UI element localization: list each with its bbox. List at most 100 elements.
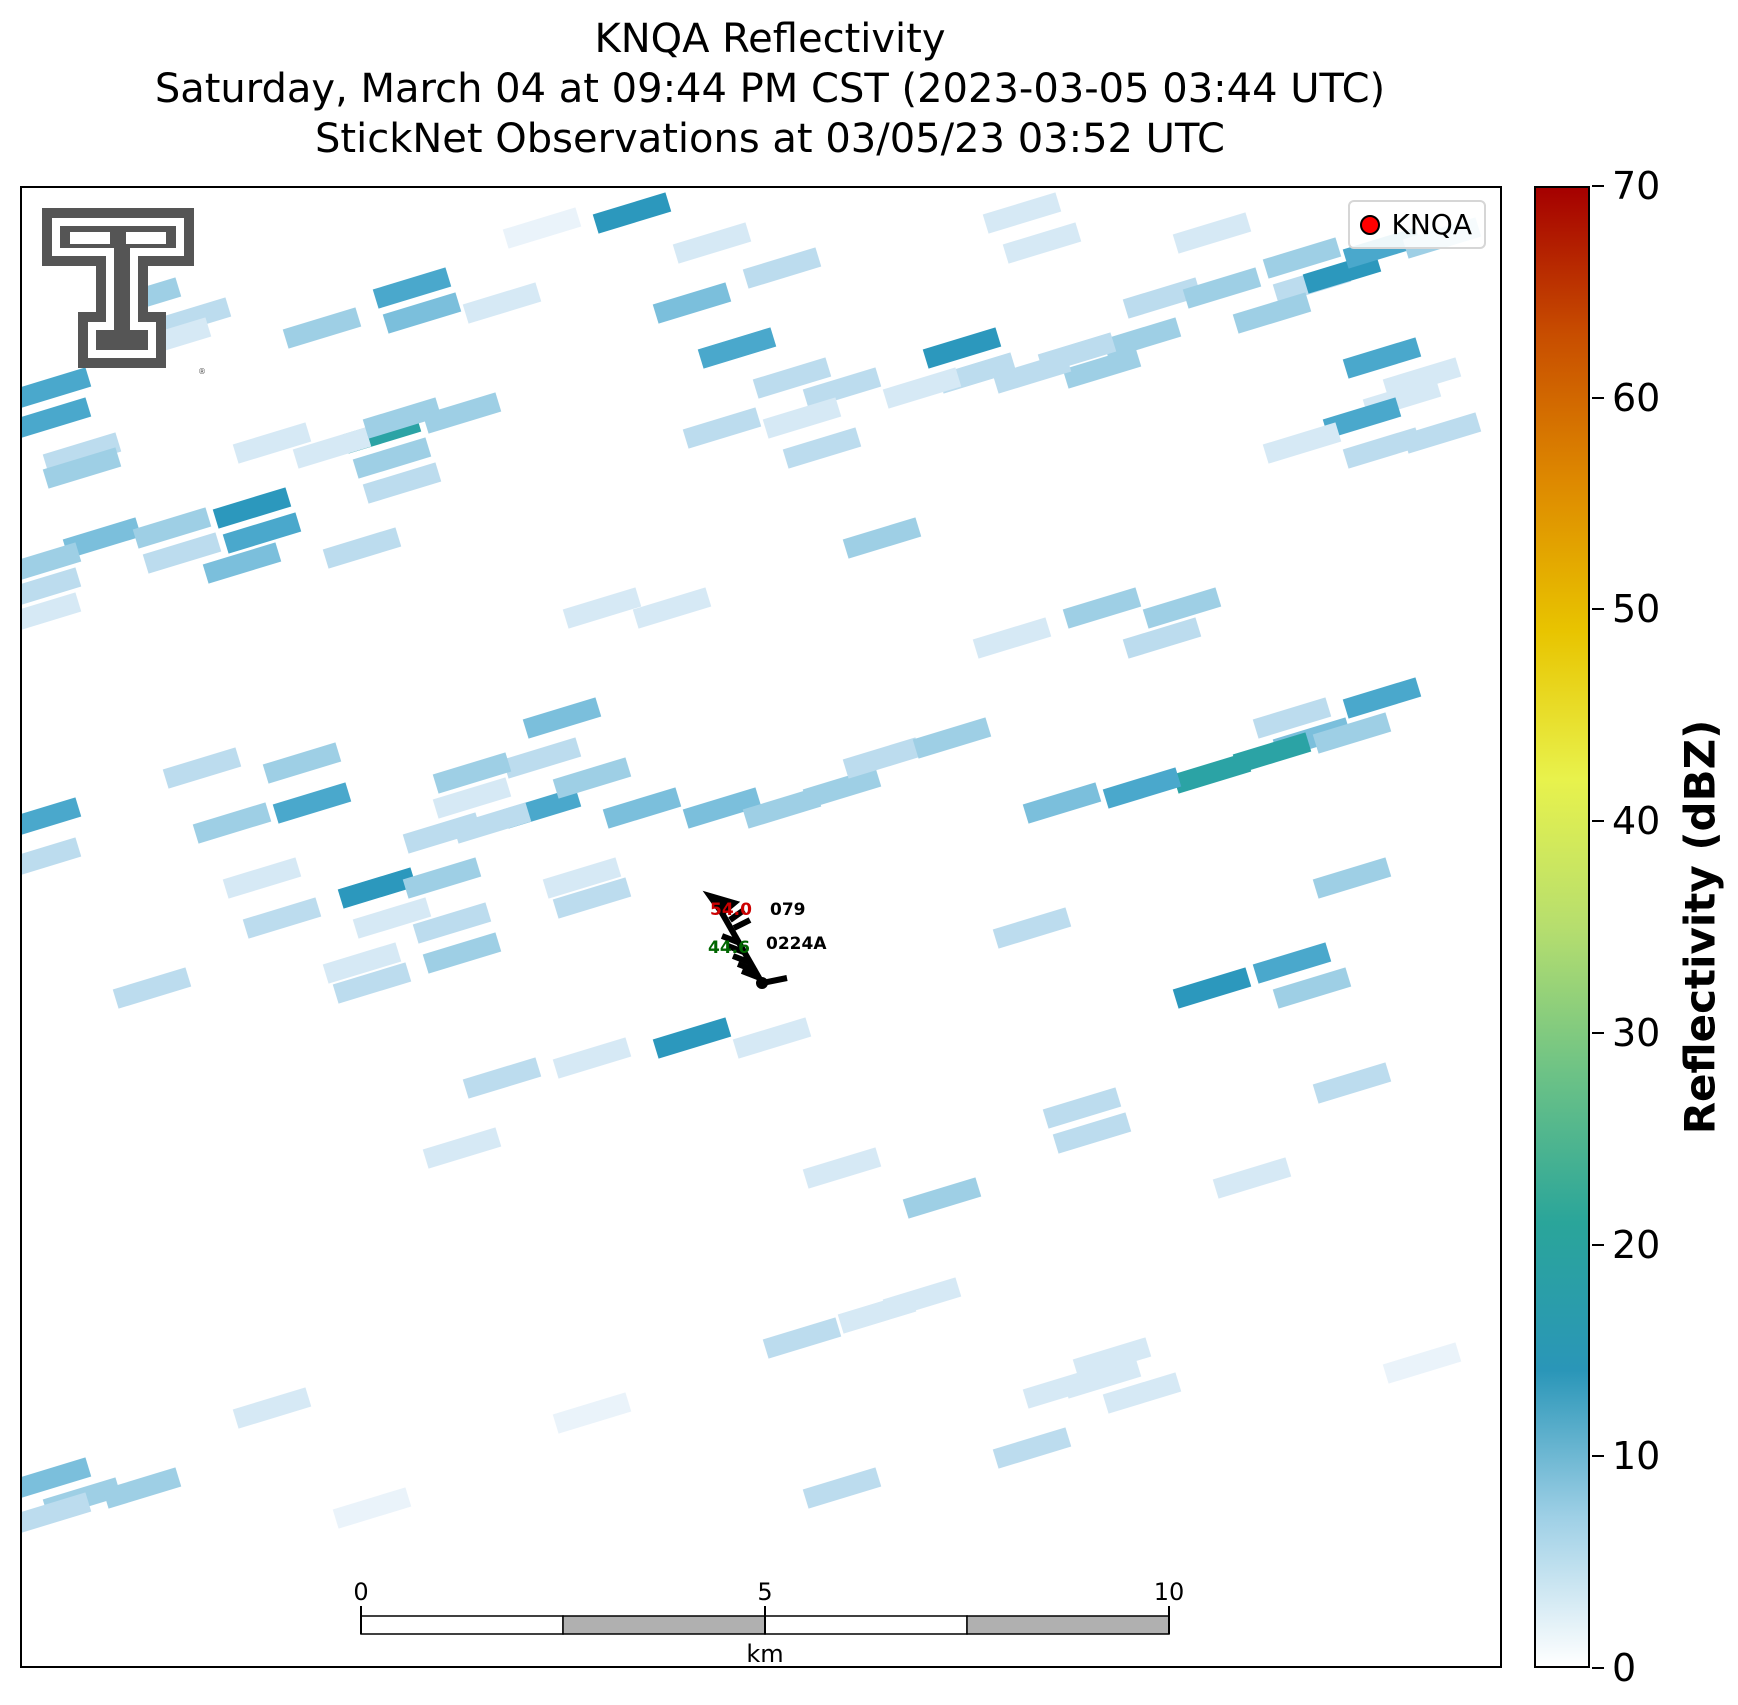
reflectivity-gate xyxy=(652,1017,732,1059)
reflectivity-gate xyxy=(697,327,777,369)
colorbar-tick-label: 40 xyxy=(1612,799,1661,844)
station-id: 0224A xyxy=(766,934,827,954)
reflectivity-gate xyxy=(1122,277,1202,319)
colorbar-tick xyxy=(1592,396,1604,399)
sticknet-station: 54.0 079 44.6 0224A xyxy=(702,890,827,989)
reflectivity-gate xyxy=(652,282,732,324)
reflectivity-gate xyxy=(362,462,442,504)
reflectivity-gate xyxy=(162,747,242,789)
reflectivity-gate xyxy=(992,907,1072,949)
colorbar-tick-label: 60 xyxy=(1612,375,1661,420)
reflectivity-gate xyxy=(232,1387,312,1429)
reflectivity-gate xyxy=(337,867,417,909)
reflectivity-gate xyxy=(592,192,672,234)
reflectivity-gate xyxy=(842,517,922,559)
reflectivity-gate xyxy=(972,617,1052,659)
reflectivity-gate xyxy=(1252,697,1332,739)
colorbar-tick-label: 30 xyxy=(1612,1010,1661,1055)
reflectivity-gate xyxy=(432,777,512,819)
colorbar-tick xyxy=(1592,608,1604,611)
reflectivity-gate xyxy=(1312,712,1392,754)
colorbar xyxy=(1534,186,1590,1668)
reflectivity-gate xyxy=(882,367,962,409)
reflectivity-gate xyxy=(432,752,512,794)
reflectivity-gate xyxy=(1102,317,1182,359)
colorbar-tick xyxy=(1592,1667,1604,1669)
reflectivity-gate xyxy=(1142,587,1222,629)
reflectivity-gate xyxy=(922,327,1002,369)
reflectivity-gate xyxy=(272,782,352,824)
station-dewpoint: 44.6 xyxy=(708,938,750,958)
reflectivity-gate xyxy=(752,357,832,399)
reflectivity-gate xyxy=(682,787,762,829)
reflectivity-gate xyxy=(732,1017,812,1059)
reflectivity-gate xyxy=(762,1317,842,1359)
colorbar-tick xyxy=(1592,1455,1604,1458)
reflectivity-gate xyxy=(322,527,402,569)
reflectivity-gate xyxy=(22,542,82,584)
reflectivity-gate xyxy=(1102,1372,1182,1414)
reflectivity-gate xyxy=(672,222,752,264)
reflectivity-gate xyxy=(992,1427,1072,1469)
reflectivity-gate xyxy=(1262,422,1342,464)
reflectivity-gate xyxy=(192,802,272,844)
reflectivity-gate xyxy=(1312,857,1392,899)
reflectivity-gate xyxy=(322,942,402,984)
colorbar-label: Reflectivity (dBZ) xyxy=(1675,719,1725,1135)
reflectivity-gates xyxy=(22,192,1482,1534)
reflectivity-gate xyxy=(1172,752,1252,794)
reflectivity-gate xyxy=(1072,1337,1152,1379)
reflectivity-gate xyxy=(1272,967,1352,1009)
radar-map: ® 54.0 079 44.6 0224A xyxy=(20,186,1502,1668)
reflectivity-gate xyxy=(1062,587,1142,629)
reflectivity-gate xyxy=(1172,967,1252,1009)
reflectivity-gate xyxy=(742,247,822,289)
reflectivity-gate xyxy=(1172,212,1252,254)
reflectivity-gate xyxy=(1122,617,1202,659)
reflectivity-gate xyxy=(552,757,632,799)
reflectivity-gate xyxy=(222,512,302,554)
chart-subtitle-obs: StickNet Observations at 03/05/23 03:52 … xyxy=(315,116,1225,162)
wind-barb-icon xyxy=(702,890,788,986)
reflectivity-gate xyxy=(142,532,222,574)
reflectivity-gate xyxy=(762,397,842,439)
radar-map-canvas: ® 54.0 079 44.6 0224A xyxy=(22,192,1482,1666)
scale-label-5: 5 xyxy=(757,1578,772,1606)
reflectivity-gate xyxy=(232,422,312,464)
reflectivity-gate xyxy=(332,962,412,1004)
reflectivity-gate xyxy=(242,897,322,939)
reflectivity-gate xyxy=(1102,767,1182,809)
colorbar-tick-label: 10 xyxy=(1612,1434,1661,1479)
reflectivity-gate xyxy=(102,1467,182,1509)
reflectivity-gate xyxy=(1382,1342,1462,1384)
reflectivity-gate xyxy=(802,1147,882,1189)
reflectivity-gate xyxy=(1022,782,1102,824)
reflectivity-gate xyxy=(682,407,762,449)
reflectivity-gate xyxy=(992,352,1072,394)
reflectivity-gate xyxy=(552,877,632,919)
reflectivity-gate xyxy=(982,192,1062,234)
scale-label-10: 10 xyxy=(1154,1578,1185,1606)
chart-title: KNQA Reflectivity xyxy=(594,16,946,62)
reflectivity-gate xyxy=(1252,942,1332,984)
reflectivity-gate xyxy=(202,542,282,584)
colorbar-tick-label: 20 xyxy=(1612,1222,1661,1267)
reflectivity-gate xyxy=(112,967,192,1009)
reflectivity-gate xyxy=(912,717,992,759)
reflectivity-gate xyxy=(802,767,882,809)
reflectivity-gate xyxy=(1232,732,1312,774)
reflectivity-gate xyxy=(422,1127,502,1169)
reflectivity-gate xyxy=(282,307,362,349)
reflectivity-gate xyxy=(902,1177,982,1219)
reflectivity-gate xyxy=(1232,292,1312,334)
reflectivity-gate xyxy=(22,592,82,634)
colorbar-tick xyxy=(1592,185,1604,187)
reflectivity-gate xyxy=(42,432,122,474)
scale-bar: 0 5 10 km xyxy=(353,1578,1184,1666)
reflectivity-gate xyxy=(22,397,92,439)
reflectivity-gate xyxy=(1312,1062,1392,1104)
reflectivity-gate xyxy=(1052,1112,1132,1154)
reflectivity-gate xyxy=(562,587,642,629)
scale-label-0: 0 xyxy=(353,1578,368,1606)
reflectivity-gate xyxy=(352,437,432,479)
